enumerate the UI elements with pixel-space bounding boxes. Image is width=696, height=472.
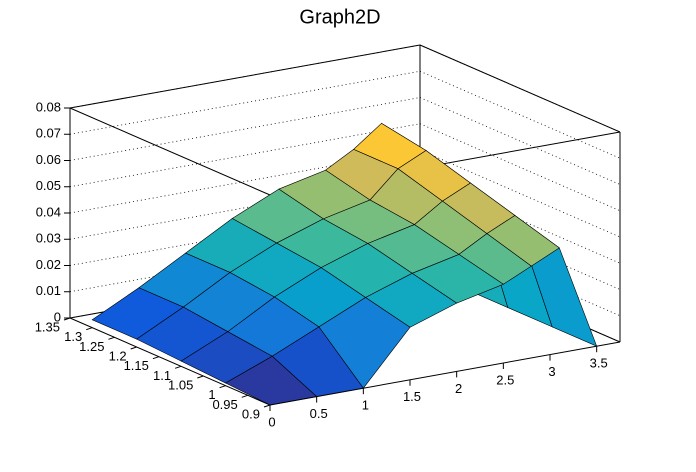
y-tick-label: 1.3: [64, 329, 82, 344]
x-tick-label: 0: [268, 414, 275, 429]
grid-line: [419, 97, 621, 185]
y-tick: [174, 365, 182, 369]
x-tick-label: 3: [548, 364, 555, 379]
grid-line: [419, 70, 621, 159]
y-tick: [86, 327, 93, 331]
y-tick: [197, 375, 204, 379]
z-tick-label: 0.08: [36, 99, 61, 114]
z-tick-label: 0.02: [36, 257, 61, 272]
box-edge: [419, 44, 621, 133]
x-tick-label: 3.5: [590, 356, 608, 371]
z-tick-label: 0.01: [36, 283, 61, 298]
x-tick-label: 0.5: [310, 406, 328, 421]
y-tick: [152, 356, 160, 360]
box-edge: [69, 107, 271, 196]
x-tick-label: 1: [362, 398, 369, 413]
y-tick-label: 1.05: [168, 377, 193, 392]
y-tick-label: 1.2: [109, 348, 127, 363]
y-tick: [219, 385, 226, 389]
y-tick: [130, 346, 137, 350]
grid-line: [69, 70, 421, 135]
y-tick: [63, 317, 71, 321]
z-tick-label: 0.03: [36, 231, 61, 246]
z-tick-label: 0.06: [36, 152, 61, 167]
y-tick-label: 1.1: [153, 368, 171, 383]
z-tick-label: 0: [54, 309, 61, 324]
y-tick-label: 0.9: [242, 406, 260, 421]
y-tick-label: 1: [208, 387, 215, 402]
x-tick-label: 1.5: [403, 389, 421, 404]
y-tick-label: 1.25: [79, 339, 104, 354]
grid-line: [69, 97, 421, 161]
grid-line: [419, 149, 621, 238]
y-tick: [263, 404, 271, 408]
z-tick-label: 0.05: [36, 178, 61, 193]
box-edge: [69, 44, 421, 109]
grid-line: [419, 123, 621, 212]
y-tick: [108, 336, 115, 340]
y-tick-label: 1.15: [124, 358, 149, 373]
z-tick-label: 0.04: [36, 204, 61, 219]
z-tick-label: 0.07: [36, 126, 61, 141]
y-tick-label: 1.35: [35, 319, 60, 334]
grid-line: [69, 123, 421, 188]
y-tick: [241, 394, 248, 398]
axis-line: [69, 317, 271, 406]
x-tick-label: 2: [455, 381, 462, 396]
chart-title: Graph2D: [299, 6, 380, 28]
y-tick-label: 0.95: [212, 397, 237, 412]
x-tick-label: 2.5: [496, 372, 514, 387]
axis-line: [269, 341, 621, 406]
